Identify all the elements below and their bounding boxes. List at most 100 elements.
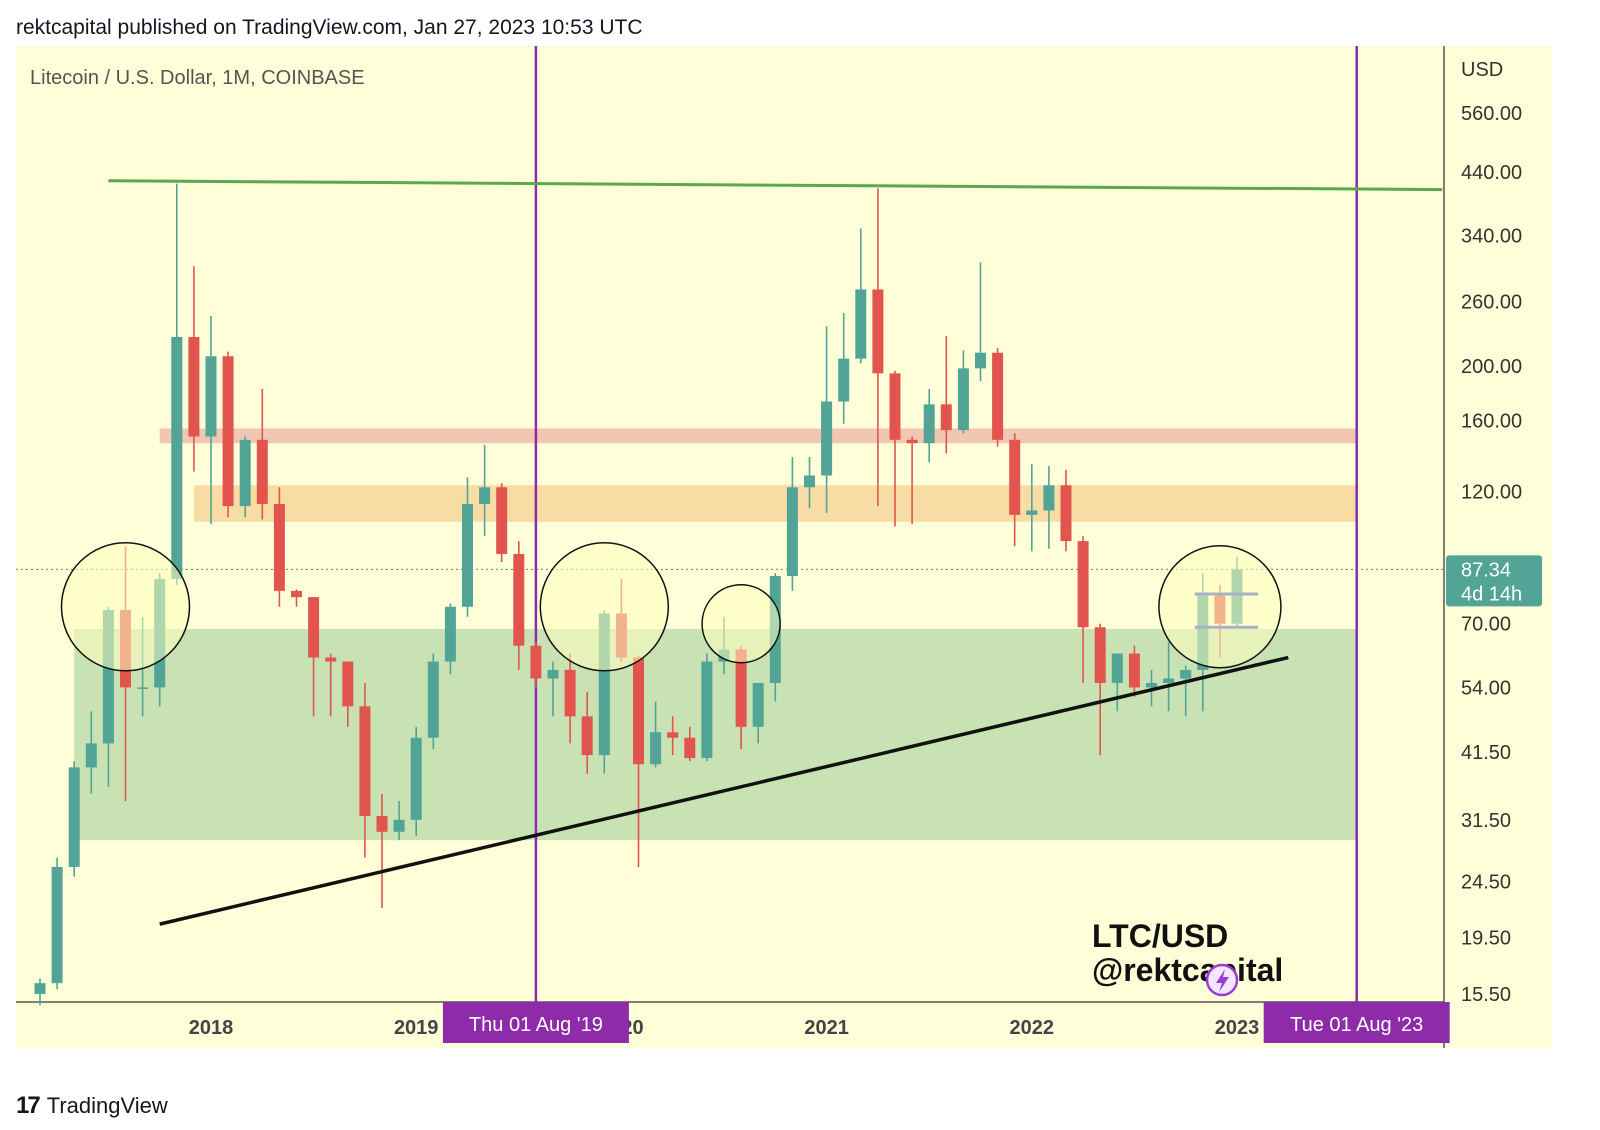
candle[interactable] bbox=[51, 857, 63, 990]
candle[interactable] bbox=[222, 351, 234, 518]
candle-body bbox=[376, 815, 388, 832]
candle[interactable] bbox=[462, 477, 473, 617]
candle[interactable] bbox=[171, 183, 183, 585]
candle-body bbox=[51, 866, 63, 984]
candle[interactable] bbox=[786, 457, 798, 591]
time-tick-label: 2019 bbox=[394, 1017, 439, 1039]
candle-body bbox=[171, 336, 183, 579]
candle[interactable] bbox=[188, 266, 200, 472]
all-time-high-resistance-line[interactable] bbox=[108, 179, 1443, 192]
candle-body bbox=[786, 487, 798, 577]
candle[interactable] bbox=[821, 326, 833, 513]
date-marker-badge bbox=[442, 1002, 629, 1043]
candle[interactable] bbox=[872, 188, 884, 507]
candle[interactable] bbox=[1026, 464, 1038, 552]
candle[interactable] bbox=[273, 487, 285, 607]
candle-body bbox=[1163, 678, 1175, 683]
price-tick-label: 340.00 bbox=[1461, 226, 1522, 248]
candle-body bbox=[1026, 510, 1038, 515]
candle[interactable] bbox=[68, 761, 80, 877]
highlight-circle bbox=[539, 542, 670, 672]
candle-body bbox=[633, 657, 644, 765]
candle[interactable] bbox=[1043, 466, 1055, 549]
candle-body bbox=[1128, 653, 1140, 688]
candle[interactable] bbox=[564, 653, 576, 744]
candle[interactable] bbox=[34, 978, 46, 1006]
candle-body bbox=[1146, 682, 1157, 688]
candle-body bbox=[547, 669, 559, 679]
candle[interactable] bbox=[992, 348, 1004, 447]
candle[interactable] bbox=[1163, 641, 1175, 712]
candle[interactable] bbox=[1094, 623, 1106, 756]
candle[interactable] bbox=[325, 653, 337, 717]
candle[interactable] bbox=[205, 316, 217, 525]
candle[interactable] bbox=[444, 603, 456, 675]
candle[interactable] bbox=[1111, 653, 1123, 712]
current-price-value: 87.34 bbox=[1461, 559, 1511, 581]
tradingview-brand[interactable]: 17 TradingView bbox=[16, 1092, 168, 1120]
tradingview-brand-label: TradingView bbox=[46, 1093, 168, 1118]
candle[interactable] bbox=[855, 228, 867, 364]
candle[interactable] bbox=[581, 692, 593, 774]
candle[interactable] bbox=[256, 389, 268, 520]
candle[interactable] bbox=[359, 682, 371, 858]
candle[interactable] bbox=[1009, 433, 1021, 547]
candle[interactable] bbox=[906, 436, 918, 525]
candle[interactable] bbox=[1180, 665, 1192, 717]
candle[interactable] bbox=[393, 801, 405, 841]
date-marker-label: Tue 01 Aug '23 bbox=[1290, 1014, 1423, 1036]
candle[interactable] bbox=[308, 597, 320, 717]
candle[interactable] bbox=[1128, 645, 1140, 697]
candle[interactable] bbox=[684, 726, 696, 762]
candle-body bbox=[444, 606, 456, 662]
candle[interactable] bbox=[85, 711, 97, 794]
watermark-pair: LTC/USD bbox=[1092, 918, 1228, 954]
candle[interactable] bbox=[975, 262, 986, 382]
candle[interactable] bbox=[496, 483, 508, 562]
price-tick-label: 440.00 bbox=[1461, 162, 1522, 184]
candle-body bbox=[359, 706, 371, 816]
candle[interactable] bbox=[376, 793, 388, 908]
candle-body bbox=[564, 669, 576, 717]
candle[interactable] bbox=[889, 370, 901, 527]
candle-body bbox=[68, 767, 80, 867]
candle-body bbox=[804, 475, 815, 488]
candle[interactable] bbox=[427, 653, 439, 750]
candle[interactable] bbox=[291, 589, 302, 607]
candle-body bbox=[906, 439, 918, 444]
candle[interactable] bbox=[1060, 469, 1072, 552]
zone-resistance_red bbox=[159, 428, 1357, 444]
candle-body bbox=[222, 356, 234, 507]
candle[interactable] bbox=[650, 701, 662, 768]
candle-body bbox=[34, 983, 46, 994]
candle-body bbox=[667, 732, 679, 738]
candle[interactable] bbox=[633, 655, 644, 867]
candle[interactable] bbox=[1077, 536, 1089, 683]
candle[interactable] bbox=[923, 389, 935, 463]
rising-trendline-line[interactable] bbox=[159, 655, 1289, 926]
candle[interactable] bbox=[479, 444, 491, 537]
candle-body bbox=[1077, 541, 1089, 628]
candle[interactable] bbox=[513, 541, 525, 670]
candle[interactable] bbox=[547, 661, 559, 717]
candle[interactable] bbox=[752, 682, 764, 744]
candle[interactable] bbox=[667, 716, 679, 756]
candle[interactable] bbox=[701, 653, 713, 762]
candle-body bbox=[462, 503, 473, 607]
candle[interactable] bbox=[838, 313, 850, 424]
plot-background bbox=[16, 46, 1444, 1002]
watermark-handle: @rektcapital bbox=[1092, 952, 1283, 988]
candle[interactable] bbox=[530, 641, 542, 688]
candle[interactable] bbox=[342, 661, 354, 727]
candle[interactable] bbox=[410, 726, 422, 836]
lightning-icon[interactable] bbox=[1205, 963, 1239, 997]
candle[interactable] bbox=[239, 436, 251, 518]
candle[interactable] bbox=[804, 457, 815, 509]
candle[interactable] bbox=[940, 335, 952, 454]
candle-body bbox=[598, 613, 610, 756]
candle[interactable] bbox=[957, 350, 969, 434]
candle-body bbox=[496, 487, 508, 554]
instrument-title: Litecoin / U.S. Dollar, 1M, COINBASE bbox=[30, 67, 365, 89]
date-marker-badge bbox=[1263, 1002, 1450, 1043]
